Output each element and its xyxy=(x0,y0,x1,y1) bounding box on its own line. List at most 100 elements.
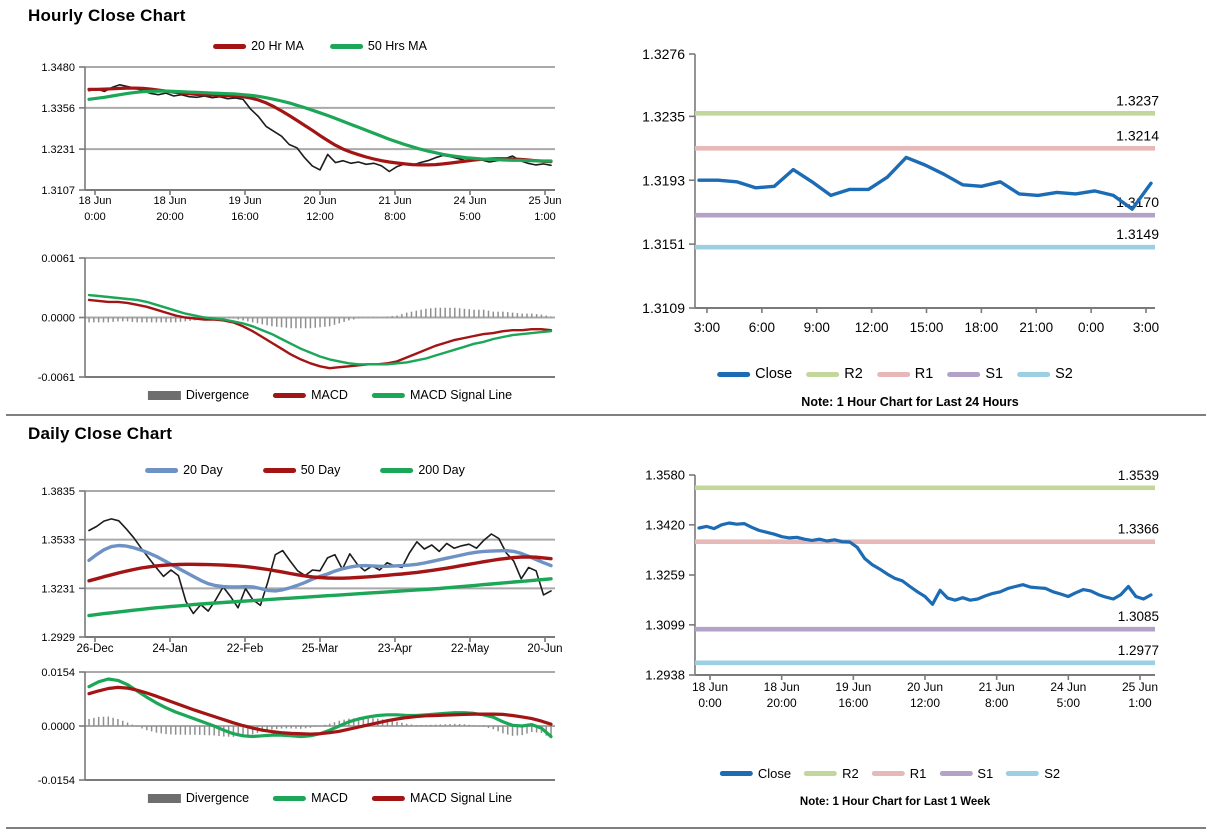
x-tick-label: 24 Jun xyxy=(453,195,486,207)
legend-swatch xyxy=(371,795,405,801)
series-close-24h xyxy=(697,155,1153,211)
x-tick-label: 21 Jun xyxy=(979,680,1015,694)
x-tick-label: 20:00 xyxy=(156,211,184,223)
divergence-bars xyxy=(88,307,552,329)
legend-label: R1 xyxy=(914,366,934,382)
x-tick-label: 5:00 xyxy=(459,211,480,223)
y-tick-label: 1.3835 xyxy=(41,486,75,498)
x-tick-label: 16:00 xyxy=(838,696,868,710)
legend-swatch xyxy=(329,43,363,49)
series-daily-close xyxy=(88,518,552,615)
legend-item-s2: S2 xyxy=(1006,766,1060,781)
sr-value-label-S1: 1.3085 xyxy=(1118,609,1159,624)
y-tick-label: 0.0061 xyxy=(41,253,75,265)
legend-label: S1 xyxy=(985,366,1004,382)
legend-swatch xyxy=(719,771,753,776)
x-tick-label: 19 Jun xyxy=(835,680,871,694)
legend-label: MACD Signal Line xyxy=(409,791,513,805)
series-macd-signal xyxy=(87,293,553,366)
legend-item-20-day: 20 Day xyxy=(145,463,223,477)
legend-item-divergence: Divergence xyxy=(147,791,250,805)
legend-swatch xyxy=(876,371,910,377)
legend-item-r1: R1 xyxy=(871,766,927,781)
legend-swatch xyxy=(1006,771,1040,776)
legend-label: MACD Signal Line xyxy=(409,388,513,402)
legend-label: R1 xyxy=(909,766,927,781)
x-tick-label: 25 Jun xyxy=(1122,680,1158,694)
legend-swatch xyxy=(871,771,905,776)
x-tick-label: 24 Jun xyxy=(1050,680,1086,694)
y-tick-label: 1.3193 xyxy=(642,172,685,188)
y-tick-label: -0.0061 xyxy=(38,372,75,384)
y-tick-label: 1.3107 xyxy=(41,185,75,197)
legend-swatch xyxy=(273,795,307,801)
x-tick-label: 8:00 xyxy=(985,696,1009,710)
legend-label: Close xyxy=(757,766,792,781)
x-tick-label: 0:00 xyxy=(1078,320,1104,335)
y-tick-label: 1.2929 xyxy=(41,632,75,644)
series-close-1week xyxy=(697,521,1153,606)
legend-swatch xyxy=(1017,371,1051,377)
x-tick-label: 18 Jun xyxy=(78,195,111,207)
legend-item-r2: R2 xyxy=(806,366,863,382)
x-tick-label: 3:00 xyxy=(1133,320,1159,335)
y-tick-label: 1.2938 xyxy=(645,668,685,683)
legend-label: Close xyxy=(755,366,793,382)
daily-price-chart-legend: 20 Day 50 Day 200 Day xyxy=(145,463,465,477)
legend-label: R2 xyxy=(842,766,859,781)
x-tick-label: 18 Jun xyxy=(692,680,728,694)
legend-label: Divergence xyxy=(185,791,250,805)
legend-item-s1: S1 xyxy=(939,766,993,781)
x-tick-label: 19 Jun xyxy=(228,195,261,207)
y-tick-label: 1.3235 xyxy=(642,108,685,124)
series-macd-signal xyxy=(87,685,553,736)
hourly-section-title: Hourly Close Chart xyxy=(28,6,186,25)
y-tick-label: 1.3259 xyxy=(645,568,685,583)
x-tick-label: 1:00 xyxy=(1128,696,1152,710)
y-tick-label: 0.0000 xyxy=(41,312,75,324)
legend-swatch xyxy=(371,392,405,398)
hourly-macd-chart-legend: Divergence MACD MACD Signal Line xyxy=(147,388,513,402)
legend-label: 50 Hrs MA xyxy=(367,39,427,53)
legend-item-macd-signal-line: MACD Signal Line xyxy=(371,388,513,402)
sr-value-label-R1: 1.3366 xyxy=(1118,522,1159,537)
x-tick-label: 25 Jun xyxy=(528,195,561,207)
legend-label: S2 xyxy=(1044,766,1061,781)
x-tick-label: 8:00 xyxy=(384,211,405,223)
legend-item-200-day: 200 Day xyxy=(380,463,465,477)
sr-value-label-R1: 1.3214 xyxy=(1116,127,1159,143)
x-tick-label: 25-Mar xyxy=(302,643,339,655)
y-tick-label: 1.3533 xyxy=(41,535,75,547)
y-tick-label: 0.0000 xyxy=(41,721,75,733)
legend-swatch xyxy=(147,390,181,400)
daily-section-title: Daily Close Chart xyxy=(28,424,173,443)
daily-macd-chart: 0.0154 0.0000 -0.0154 xyxy=(38,667,555,787)
legend-label: 200 Day xyxy=(418,463,465,477)
weekly-sr-note: Note: 1 Hour Chart for Last 1 Week xyxy=(799,796,991,808)
x-tick-label: 21:00 xyxy=(1019,320,1053,335)
series-ma-50hr xyxy=(87,89,553,163)
legend-item-close: Close xyxy=(719,766,792,781)
legend-swatch xyxy=(804,771,838,776)
x-tick-label: 18:00 xyxy=(964,320,998,335)
sr-value-label-S2: 1.3149 xyxy=(1116,226,1159,242)
y-tick-label: 1.3231 xyxy=(41,144,75,156)
sr-value-label-R2: 1.3237 xyxy=(1116,92,1159,108)
x-tick-label: 20:00 xyxy=(767,696,797,710)
y-tick-label: 1.3580 xyxy=(645,468,685,483)
legend-swatch xyxy=(147,793,181,803)
weekly-sr-chart-legend: Close R2 R1 S1 S2 xyxy=(719,766,1060,781)
y-tick-label: 1.3109 xyxy=(642,300,685,316)
x-tick-label: 9:00 xyxy=(804,320,830,335)
bottom-divider xyxy=(6,827,1206,829)
x-tick-label: 16:00 xyxy=(231,211,259,223)
legend-label: 20 Day xyxy=(183,463,223,477)
y-tick-label: 1.3099 xyxy=(645,618,685,633)
hourly-sr-chart-legend: Close R2 R1 S1 S2 xyxy=(717,366,1073,382)
legend-item-s2: S2 xyxy=(1017,366,1073,382)
x-tick-label: 20 Jun xyxy=(907,680,943,694)
legend-item-50-hrs-ma: 50 Hrs MA xyxy=(329,39,427,53)
x-tick-label: 15:00 xyxy=(910,320,944,335)
